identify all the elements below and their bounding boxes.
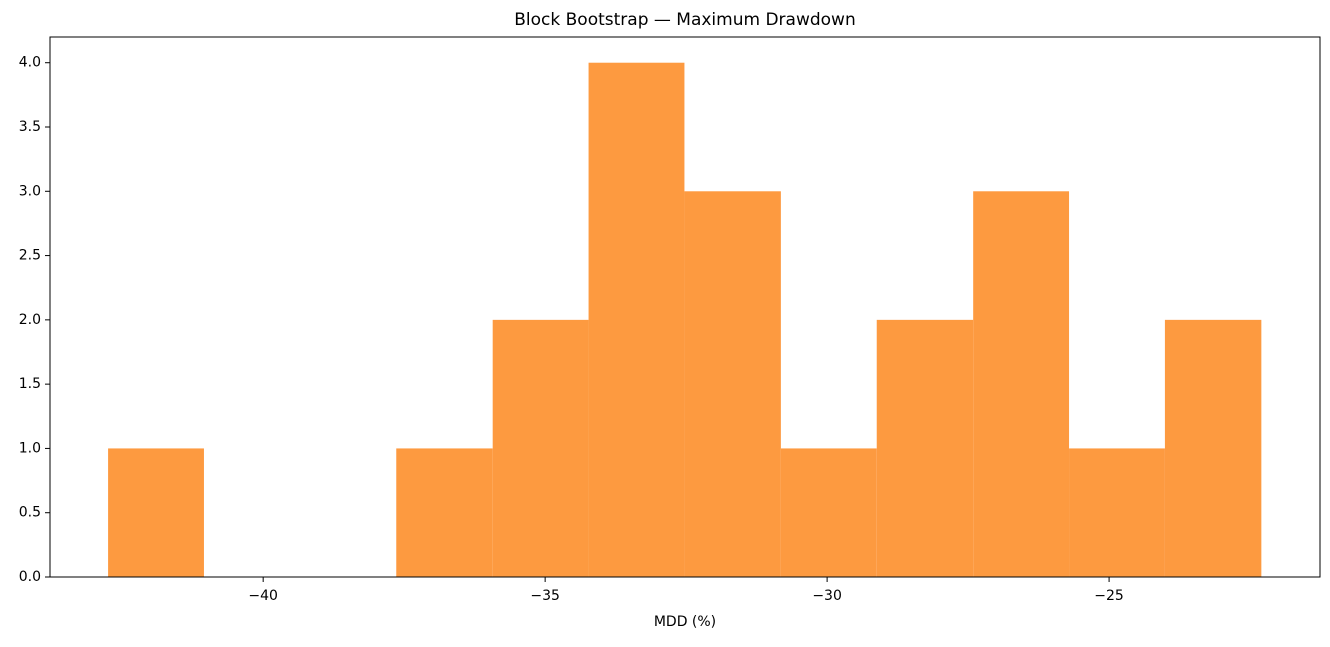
bar (1164, 319, 1262, 577)
x-tick-label: −25 (1094, 588, 1124, 604)
chart-title: Block Bootstrap — Maximum Drawdown (514, 10, 855, 30)
bar (396, 448, 493, 577)
y-tick-label: 4.0 (19, 55, 41, 71)
y-tick-label: 0.0 (19, 569, 41, 585)
y-tick-label: 3.0 (19, 183, 41, 199)
bar (876, 319, 974, 577)
y-tick-label: 1.0 (19, 440, 41, 456)
x-tick-label: −30 (812, 588, 842, 604)
y-tick-label: 2.0 (19, 312, 41, 328)
bar (1069, 448, 1165, 577)
y-tick-label: 3.5 (19, 119, 41, 135)
x-tick-label: −40 (248, 588, 278, 604)
x-tick-label: −35 (530, 588, 560, 604)
axes-frame (49, 36, 1321, 578)
bar (684, 191, 781, 578)
y-tick-label: 0.5 (19, 505, 41, 521)
y-tick-label: 2.5 (19, 248, 41, 264)
bar (780, 448, 877, 577)
x-axis-label: MDD (%) (654, 614, 716, 630)
y-tick-label: 1.5 (19, 376, 41, 392)
bar (108, 448, 204, 577)
bar (973, 191, 1070, 578)
bar (588, 62, 685, 577)
bar (492, 319, 589, 577)
